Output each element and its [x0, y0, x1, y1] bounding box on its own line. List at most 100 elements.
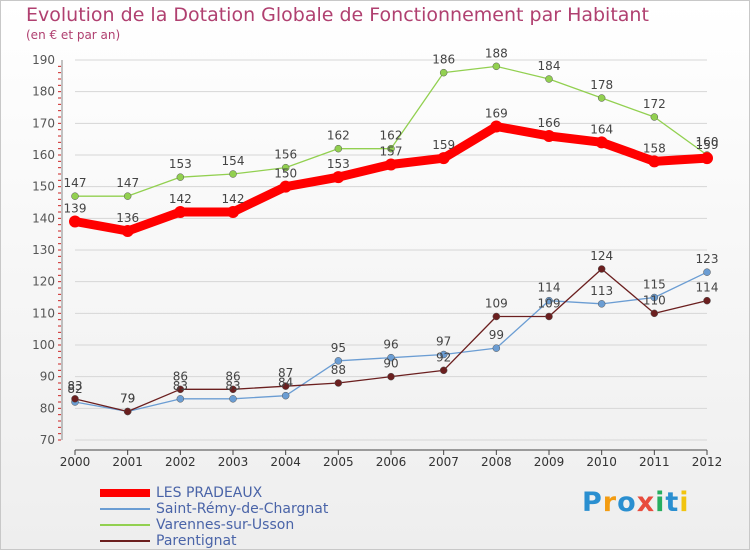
- x-tick-label: 2001: [112, 455, 143, 469]
- data-label: 86: [225, 369, 240, 383]
- y-tick-label: 170: [32, 116, 55, 130]
- data-label: 99: [489, 328, 504, 342]
- data-label: 172: [643, 97, 666, 111]
- data-label: 156: [274, 148, 297, 162]
- data-point: [597, 265, 606, 273]
- data-label: 114: [696, 281, 719, 295]
- chart-title: Evolution de la Dotation Globale de Fonc…: [26, 4, 649, 26]
- data-label: 160: [696, 135, 719, 149]
- data-label: 184: [538, 59, 561, 73]
- x-tick-label: 2012: [692, 455, 723, 469]
- data-point: [545, 296, 553, 305]
- data-point: [174, 206, 187, 218]
- data-point: [281, 391, 290, 400]
- data-label: 97: [436, 335, 451, 349]
- data-point: [71, 192, 79, 200]
- legend-swatch: [100, 489, 150, 497]
- data-point: [332, 171, 345, 184]
- data-label: 109: [485, 297, 508, 311]
- y-tick-label: 120: [32, 275, 55, 289]
- data-point: [648, 155, 661, 168]
- data-label: 79: [120, 392, 135, 406]
- data-label: 124: [590, 249, 613, 263]
- data-point: [439, 366, 448, 375]
- y-tick-label: 100: [32, 338, 55, 352]
- legend-label: LES PRADEAUX: [156, 485, 263, 501]
- data-point: [334, 379, 343, 387]
- data-point: [437, 152, 450, 165]
- data-label: 186: [432, 53, 455, 67]
- logo-letter: o: [617, 487, 637, 518]
- data-label: 158: [643, 141, 666, 155]
- data-label: 169: [485, 107, 508, 121]
- data-label: 115: [643, 278, 666, 292]
- logo-letter: x: [636, 487, 656, 518]
- logo-letter: P: [582, 487, 603, 518]
- data-label: 79: [120, 392, 135, 406]
- y-tick-label: 150: [32, 180, 55, 194]
- logo-letter: r: [602, 487, 618, 518]
- data-label: 83: [173, 379, 188, 393]
- data-point: [439, 68, 448, 77]
- data-label: 123: [696, 252, 719, 266]
- data-label: 142: [222, 192, 245, 206]
- data-point: [69, 215, 81, 228]
- data-label: 147: [64, 176, 87, 190]
- data-label: 92: [436, 350, 451, 364]
- data-point: [703, 268, 711, 276]
- y-tick-label: 110: [32, 306, 55, 320]
- y-tick-label: 140: [32, 211, 55, 225]
- data-point: [545, 75, 553, 83]
- y-tick-label: 180: [32, 85, 55, 99]
- data-point: [597, 300, 606, 308]
- x-tick-label: 2000: [60, 455, 91, 469]
- legend-swatch: [100, 508, 150, 510]
- x-tick-label: 2002: [165, 455, 196, 469]
- data-point: [490, 120, 503, 133]
- data-point: [387, 144, 395, 153]
- data-point: [650, 113, 659, 121]
- data-label: 139: [64, 202, 87, 216]
- data-label: 114: [538, 281, 561, 295]
- chart-subtitle: (en € et par an): [26, 28, 121, 42]
- data-label: 90: [383, 357, 398, 371]
- data-point: [492, 312, 501, 321]
- data-point: [703, 296, 711, 305]
- data-label: 109: [538, 297, 561, 311]
- data-point: [229, 170, 237, 178]
- data-label: 153: [327, 157, 350, 171]
- data-point: [650, 309, 659, 318]
- data-label: 96: [383, 338, 398, 352]
- data-point: [387, 353, 395, 362]
- data-point: [334, 144, 343, 153]
- data-label: 178: [590, 78, 613, 92]
- data-point: [279, 180, 292, 193]
- data-label: 162: [327, 129, 350, 143]
- data-label: 113: [590, 284, 613, 298]
- x-tick-label: 2005: [323, 455, 354, 469]
- data-point: [176, 395, 185, 403]
- data-label: 83: [225, 379, 240, 393]
- data-point: [492, 62, 501, 71]
- data-label: 86: [173, 369, 188, 383]
- data-label: 159: [432, 138, 455, 152]
- data-label: 188: [485, 46, 508, 60]
- data-point: [597, 94, 606, 102]
- x-tick-label: 2007: [428, 455, 459, 469]
- data-point: [650, 293, 659, 302]
- data-label: 166: [538, 116, 561, 130]
- x-tick-label: 2004: [270, 455, 301, 469]
- legend-swatch: [100, 540, 150, 542]
- x-tick-label: 2011: [639, 455, 670, 469]
- y-tick-label: 160: [32, 148, 55, 162]
- legend-label: Varennes-sur-Usson: [156, 517, 295, 533]
- data-label: 136: [116, 211, 139, 225]
- data-label: 153: [169, 157, 192, 171]
- y-tick-label: 130: [32, 243, 55, 257]
- data-point: [701, 152, 713, 165]
- data-label: 150: [274, 167, 297, 181]
- data-label: 87: [278, 366, 293, 380]
- logo-letter: i: [679, 487, 690, 518]
- data-point: [385, 158, 397, 171]
